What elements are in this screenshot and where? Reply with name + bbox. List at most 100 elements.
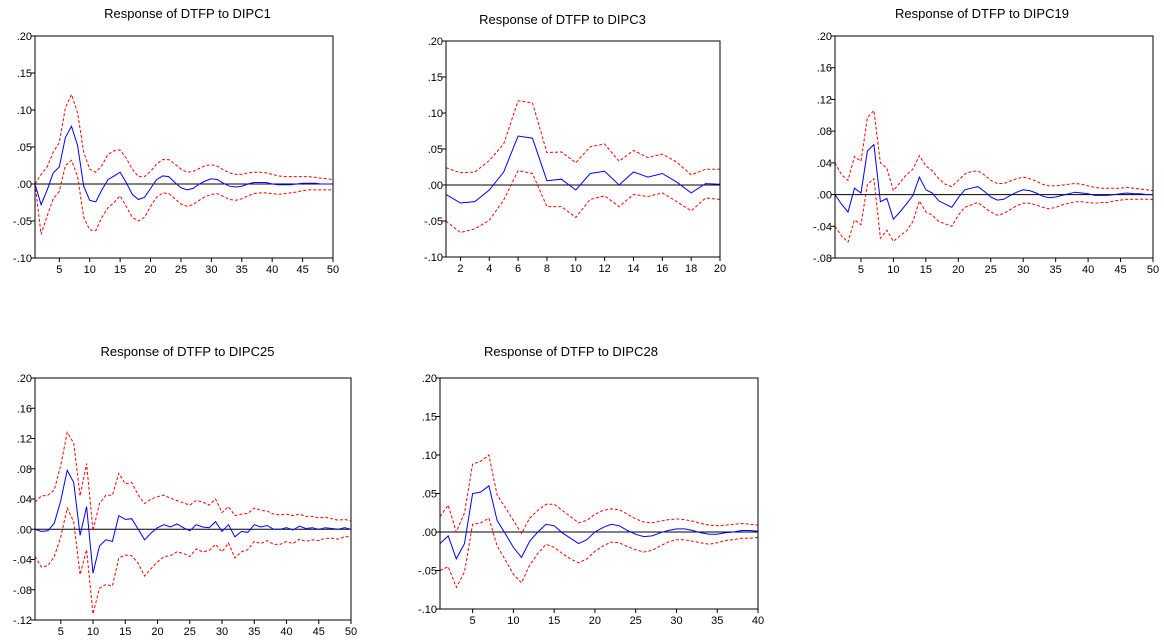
response-line (34, 468, 352, 574)
y-tick-label: .15 (17, 68, 32, 80)
y-tick-label: .15 (428, 72, 443, 84)
chart-plot: .20 .15 .10 .05 .00 -.05 -.10 2 4 6 8 10 12 14 16 18 20 (424, 36, 726, 275)
y-tick-label: .20 (817, 31, 832, 43)
chart-panel-dipc25: Response of DTFP to DIPC25 .20 .16 .12 .08.… (0, 340, 370, 640)
y-tick-label: .04 (817, 158, 832, 170)
x-tick-label: 12 (599, 263, 611, 275)
chart-title: Response of DTFP to DIPC19 (895, 6, 1069, 21)
y-tick-label: .10 (428, 108, 443, 120)
chart-title: Response of DTFP to DIPC25 (100, 344, 275, 359)
plot-frame (34, 377, 352, 621)
x-tick-label: 20 (714, 263, 726, 275)
chart-plot: .20 .15 .10 .05 .00 -.05 -.10 5 10 15 20 25 30 35 40 45… (13, 31, 339, 276)
x-tick-label: 14 (627, 263, 639, 275)
x-tick-label: 10 (507, 615, 519, 627)
y-tick-label: .00 (17, 179, 32, 191)
x-tick-label: 35 (248, 626, 260, 638)
y-tick-label: .04 (17, 494, 32, 506)
x-tick-label: 30 (1017, 264, 1029, 276)
y-tick-label: .16 (817, 63, 832, 75)
y-tick-label: .00 (422, 527, 437, 539)
x-tick-label: 25 (630, 615, 642, 627)
y-tick-label: .15 (422, 412, 437, 424)
x-tick-label: 20 (952, 264, 964, 276)
y-tick-label: -.08 (13, 585, 32, 597)
x-tick-label: 5 (58, 626, 64, 638)
chart-plot: .20 .16 .12 .08 .04 .00 -.04 -.08 5 10 15 20 25 30 35 4… (813, 31, 1159, 276)
lower-band-line (445, 170, 721, 234)
upper-band-line (445, 100, 720, 176)
chart-panel-dipc1: Response of DTFP to DIPC1 .20 .15 .10 .05 .0… (0, 0, 370, 280)
chart-panel-dipc19: Response of DTFP to DIPC19 .20 .16 .12 .08.… (800, 0, 1164, 280)
y-tick-label: -.08 (813, 253, 832, 265)
y-tick-label: .10 (17, 105, 32, 117)
y-tick-label: .12 (17, 434, 32, 446)
x-tick-label: 25 (985, 264, 997, 276)
x-tick-label: 4 (486, 263, 492, 275)
x-tick-label: 50 (1147, 264, 1159, 276)
y-tick-label: -.05 (424, 216, 443, 228)
x-tick-label: 5 (858, 264, 864, 276)
x-tick-label: 10 (887, 264, 899, 276)
x-tick-label: 6 (515, 263, 521, 275)
upper-band-line (34, 93, 334, 185)
y-tick-label: .12 (817, 94, 832, 106)
y-tick-label: -.10 (424, 252, 443, 264)
x-tick-label: 40 (280, 626, 292, 638)
y-tick-label: -.10 (13, 253, 32, 265)
chart-title: Response of DTFP to DIPC3 (479, 12, 646, 27)
y-tick-label: .00 (817, 190, 832, 202)
lower-band-line (439, 517, 759, 589)
x-tick-label: 8 (544, 263, 550, 275)
x-tick-label: 45 (1114, 264, 1126, 276)
plot-frame (34, 35, 334, 259)
x-tick-label: 25 (184, 626, 196, 638)
y-tick-label: -.10 (418, 604, 437, 616)
x-tick-label: 30 (205, 264, 217, 276)
y-tick-label: .20 (17, 373, 32, 385)
plot-frame (834, 35, 1154, 259)
chart-title: Response of DTFP to DIPC1 (104, 6, 271, 21)
y-tick-label: -.05 (13, 216, 32, 228)
y-tick-label: -.12 (13, 615, 32, 627)
x-tick-label: 35 (1050, 264, 1062, 276)
x-tick-label: 15 (548, 615, 560, 627)
lower-band-line (834, 177, 1153, 244)
x-tick-label: 50 (327, 264, 339, 276)
x-tick-label: 10 (84, 264, 96, 276)
x-tick-label: 16 (656, 263, 668, 275)
chart-plot: .20 .15 .10 .05 .00 -.05 -.10 5 10 15 20 25 30 35 40 (418, 373, 764, 627)
x-tick-label: 20 (151, 626, 163, 638)
chart-panel-dipc3: Response of DTFP to DIPC3 .20 .15 .10 .05 .0… (400, 0, 770, 280)
x-tick-label: 20 (144, 264, 156, 276)
x-tick-label: 50 (345, 626, 357, 638)
upper-band-line (834, 109, 1154, 192)
x-tick-label: 30 (216, 626, 228, 638)
y-tick-label: .20 (17, 31, 32, 43)
lower-band-line (34, 506, 351, 615)
y-tick-label: -.04 (13, 555, 32, 567)
upper-band-line (34, 431, 352, 531)
x-tick-label: 25 (175, 264, 187, 276)
response-line (834, 143, 1153, 221)
x-tick-label: 45 (313, 626, 325, 638)
x-tick-label: 30 (670, 615, 682, 627)
y-tick-label: .08 (817, 126, 832, 138)
y-tick-label: -.04 (813, 221, 832, 233)
x-tick-label: 35 (236, 264, 248, 276)
x-tick-label: 45 (296, 264, 308, 276)
y-tick-label: -.05 (418, 566, 437, 578)
x-tick-label: 2 (457, 263, 463, 275)
y-tick-label: .20 (422, 373, 437, 385)
x-tick-label: 15 (920, 264, 932, 276)
y-tick-label: .00 (428, 180, 443, 192)
plot-frame (439, 377, 759, 610)
y-tick-label: .05 (422, 489, 437, 501)
y-tick-label: .00 (17, 524, 32, 536)
lower-band-line (34, 159, 333, 235)
y-tick-label: .20 (428, 36, 443, 48)
x-tick-label: 15 (114, 264, 126, 276)
response-line (34, 125, 333, 207)
chart-plot: .20 .16 .12 .08 .04 .00 -.04 -.08 -.12 5 10 15 20 25 3… (13, 373, 357, 638)
response-line (439, 484, 759, 561)
